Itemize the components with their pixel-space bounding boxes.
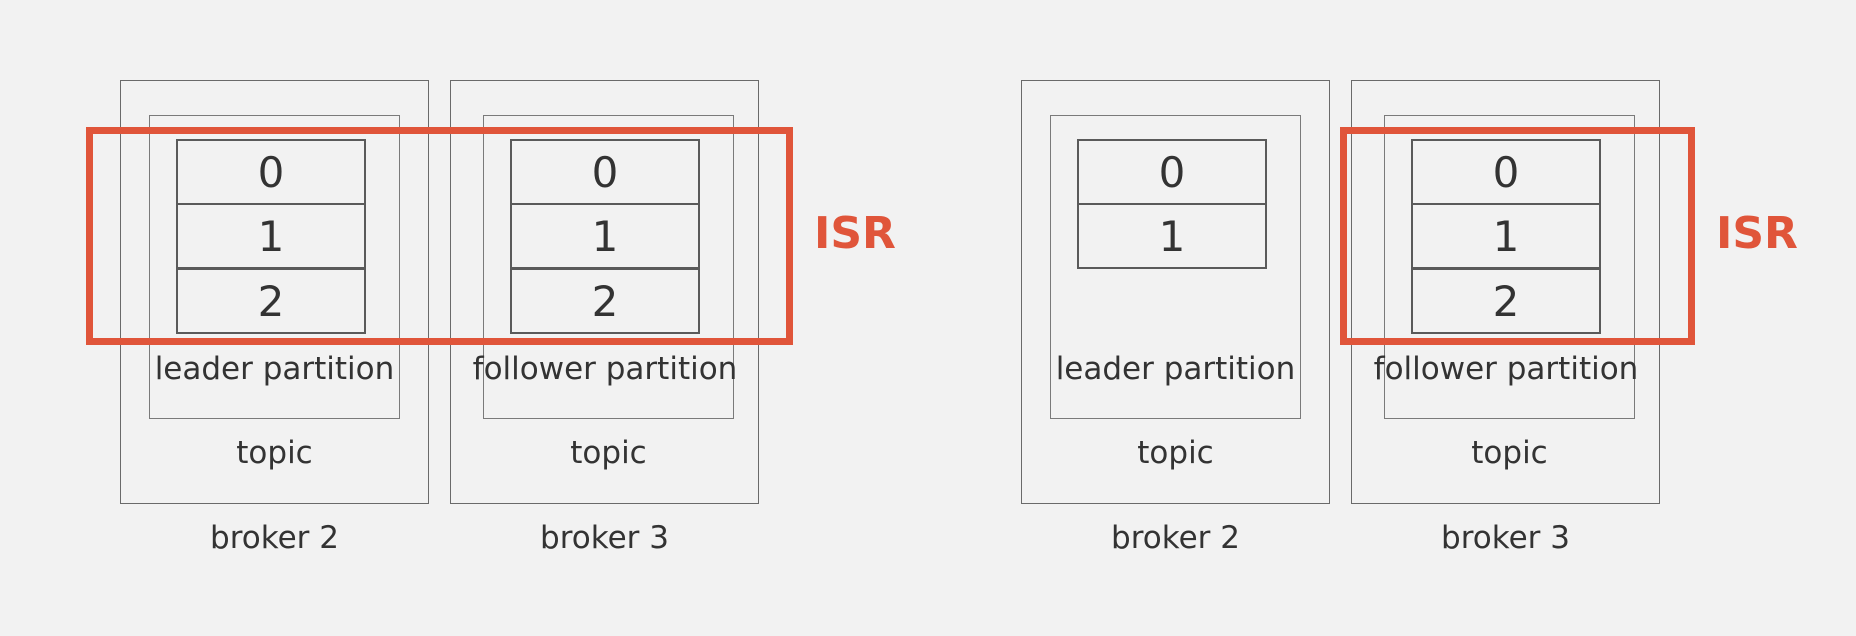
broker-box: [450, 80, 759, 504]
topic-box: [1050, 115, 1301, 419]
isr-label: ISR: [814, 208, 896, 259]
broker-label: broker 3: [540, 520, 669, 556]
partition-label: leader partition: [154, 351, 395, 387]
topic-box: [149, 115, 400, 419]
partition-label: follower partition: [1373, 351, 1639, 387]
partition-offset-cell: 1: [1077, 203, 1267, 269]
partition-label: leader partition: [1055, 351, 1296, 387]
broker-box: [1351, 80, 1660, 504]
isr-highlight-box: [1340, 127, 1695, 345]
isr-label: ISR: [1716, 208, 1798, 259]
topic-label: topic: [1471, 435, 1548, 471]
partition-offset-cell: 0: [1077, 139, 1267, 205]
broker-box: [1021, 80, 1330, 504]
broker-box: [120, 80, 429, 504]
isr-highlight-box: [86, 127, 793, 345]
partition-offset-cell: 0: [510, 139, 700, 205]
broker-label: broker 2: [210, 520, 339, 556]
topic-label: topic: [1137, 435, 1214, 471]
topic-label: topic: [570, 435, 647, 471]
topic-label: topic: [236, 435, 313, 471]
partition-offset-cell: 2: [510, 268, 700, 334]
partition-offset-cell: 1: [510, 203, 700, 269]
partition-label: follower partition: [472, 351, 738, 387]
partition-offset-cell: 2: [176, 268, 366, 334]
topic-box: [483, 115, 734, 419]
broker-label: broker 3: [1441, 520, 1570, 556]
topic-box: [1384, 115, 1635, 419]
broker-label: broker 2: [1111, 520, 1240, 556]
partition-offset-cell: 2: [1411, 268, 1601, 334]
